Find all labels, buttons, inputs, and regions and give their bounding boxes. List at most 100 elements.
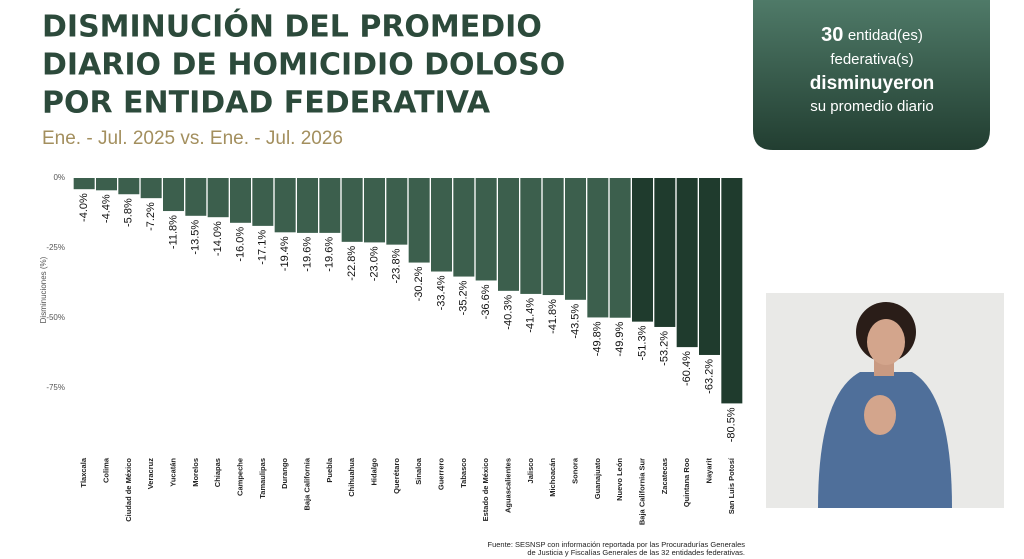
value-label: -80.5%: [726, 407, 738, 442]
bar: [721, 178, 743, 404]
callout-box: [753, 0, 990, 150]
bar: [453, 178, 475, 277]
value-label: -4.4%: [100, 194, 112, 223]
bar: [699, 178, 720, 355]
title-line: DISMINUCIÓN DEL PROMEDIO: [42, 8, 542, 45]
bar: [73, 178, 95, 190]
x-tick-label: Veracruz: [146, 458, 155, 490]
value-label: -7.2%: [145, 202, 157, 231]
bar: [386, 178, 408, 245]
y-tick-label: -25%: [46, 243, 65, 252]
value-label: -11.8%: [167, 215, 179, 249]
value-label: -19.6%: [301, 237, 313, 272]
x-tick-label: Puebla: [325, 457, 334, 482]
x-tick-label: Michoacán: [548, 458, 557, 497]
bar: [542, 178, 564, 296]
bar: [207, 178, 229, 218]
x-tick-label: Chiapas: [213, 458, 222, 487]
callout-text: federativa(s): [830, 51, 913, 68]
value-label: -19.6%: [324, 237, 336, 272]
bar: [565, 178, 586, 300]
value-label: -36.6%: [480, 284, 492, 319]
bar: [319, 178, 341, 233]
x-tick-label: Tamaulipas: [258, 458, 267, 499]
bar: [364, 178, 385, 243]
bar: [140, 178, 162, 199]
y-tick-label: -75%: [46, 383, 65, 392]
subtitle: Ene. - Jul. 2025 vs. Ene. - Jul. 2026: [42, 128, 343, 149]
x-tick-label: Baja California Sur: [637, 458, 646, 525]
callout-text: su promedio diario: [810, 98, 933, 115]
value-label: -41.8%: [547, 299, 559, 334]
bar: [520, 178, 542, 294]
x-tick-label: Ciudad de México: [124, 458, 133, 522]
bar: [676, 178, 698, 348]
bar: [274, 178, 296, 233]
bar: [163, 178, 184, 212]
person-face: [867, 319, 905, 365]
value-label: -17.1%: [257, 230, 269, 265]
value-label: -53.2%: [659, 331, 671, 366]
bar: [408, 178, 430, 263]
x-tick-label: Yucatán: [168, 458, 177, 487]
callout-line: 30 entidad(es): [821, 24, 923, 46]
value-label: -41.4%: [525, 298, 537, 333]
x-tick-label: Nuevo León: [615, 458, 624, 501]
x-tick-label: Nayarit: [704, 458, 713, 484]
x-tick-label: Chihuahua: [347, 457, 356, 497]
x-tick-label: Tabasco: [459, 458, 468, 488]
title-line: DIARIO DE HOMICIDIO DOLOSO: [42, 48, 565, 83]
bar: [609, 178, 631, 318]
callout-highlight: disminuyeron: [810, 73, 935, 94]
value-label: -40.3%: [502, 295, 514, 330]
bar: [431, 178, 452, 272]
y-tick-label: 0%: [53, 173, 65, 182]
footnote: de Justicia y Fiscalías Generales de las…: [527, 548, 745, 557]
value-label: -60.4%: [681, 351, 693, 386]
value-label: -16.0%: [234, 227, 246, 262]
value-label: -51.3%: [636, 325, 648, 360]
x-tick-label: Hidalgo: [369, 458, 378, 486]
x-tick-label: Durango: [280, 458, 289, 489]
value-label: -13.5%: [190, 220, 202, 255]
bar: [96, 178, 117, 191]
value-label: -4.0%: [78, 193, 90, 222]
y-tick-label: -50%: [46, 313, 65, 322]
value-label: -63.2%: [703, 359, 715, 394]
value-label: -49.8%: [592, 321, 604, 356]
callout-text: entidad(es): [848, 27, 923, 44]
callout-count: 30: [821, 24, 843, 46]
x-tick-label: Estado de México: [481, 458, 490, 522]
value-label: -5.8%: [123, 198, 135, 227]
x-tick-label: Morelos: [191, 458, 200, 487]
x-tick-label: Guerrero: [436, 458, 445, 491]
x-tick-label: Guanajuato: [593, 458, 602, 500]
bar: [587, 178, 609, 318]
bar: [118, 178, 140, 195]
bar: [654, 178, 676, 327]
y-axis-label: Disminuciones (%): [39, 256, 48, 323]
x-tick-label: Colima: [101, 457, 110, 483]
interpreter-video: [766, 293, 1004, 508]
bar: [230, 178, 251, 223]
value-label: -33.4%: [435, 275, 447, 310]
footnote: Fuente: SESNSP con información reportada…: [488, 540, 746, 549]
x-tick-label: Campeche: [235, 458, 244, 496]
x-tick-label: Aguascalientes: [503, 458, 512, 513]
x-tick-label: Zacatecas: [660, 458, 669, 494]
bar: [498, 178, 519, 291]
bar: [341, 178, 363, 242]
bar: [297, 178, 318, 233]
value-label: -35.2%: [458, 280, 470, 315]
x-tick-label: Tlaxcala: [79, 457, 88, 487]
x-tick-label: San Luis Potosí: [727, 457, 736, 514]
value-label: -30.2%: [413, 266, 425, 301]
value-label: -23.8%: [391, 248, 403, 283]
value-label: -14.0%: [212, 221, 224, 256]
person-hands: [864, 395, 896, 435]
bar: [475, 178, 497, 281]
bar: [185, 178, 207, 216]
value-label: -19.4%: [279, 236, 291, 271]
